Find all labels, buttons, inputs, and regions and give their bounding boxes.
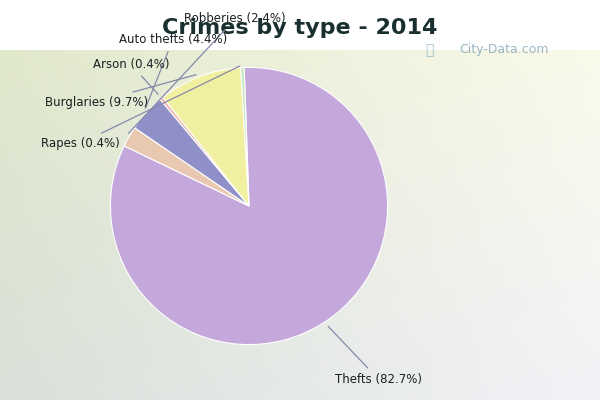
- Text: ⓘ: ⓘ: [425, 43, 433, 57]
- Text: Auto thefts (4.4%): Auto thefts (4.4%): [119, 33, 227, 108]
- Text: Crimes by type - 2014: Crimes by type - 2014: [163, 18, 437, 38]
- Wedge shape: [241, 68, 249, 206]
- Text: Thefts (82.7%): Thefts (82.7%): [328, 326, 422, 386]
- Wedge shape: [163, 68, 249, 206]
- Wedge shape: [124, 128, 249, 206]
- Text: Robberies (2.4%): Robberies (2.4%): [128, 12, 286, 133]
- Text: Arson (0.4%): Arson (0.4%): [93, 58, 169, 94]
- Wedge shape: [160, 97, 249, 206]
- Text: Rapes (0.4%): Rapes (0.4%): [41, 66, 240, 150]
- Text: Burglaries (9.7%): Burglaries (9.7%): [45, 75, 196, 108]
- Wedge shape: [134, 100, 249, 206]
- Wedge shape: [110, 68, 388, 344]
- Text: City-Data.com: City-Data.com: [459, 44, 549, 56]
